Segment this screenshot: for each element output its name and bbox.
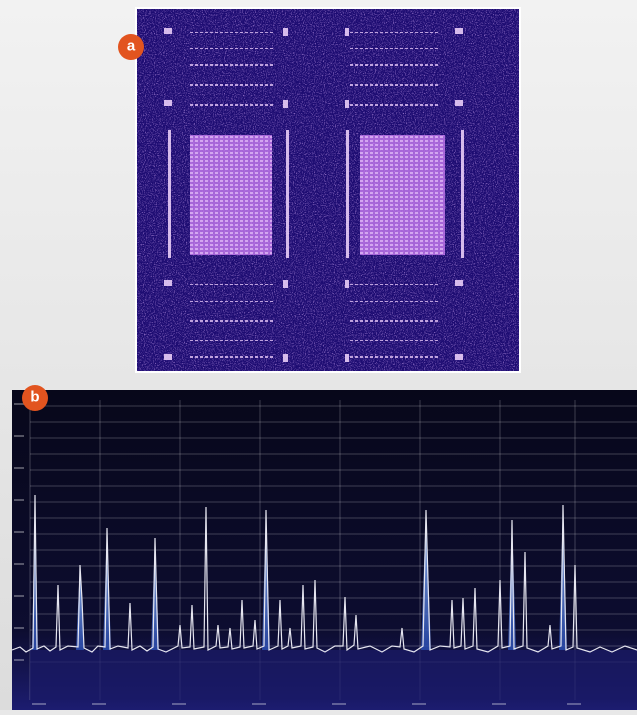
panel-label: a [127,38,136,55]
panel-label: b [30,389,39,406]
spectrogram [136,8,520,372]
spectrum [12,390,637,710]
panel-b-badge: b [22,385,48,411]
figure: a [0,0,637,710]
panel-a-badge: a [118,34,144,60]
